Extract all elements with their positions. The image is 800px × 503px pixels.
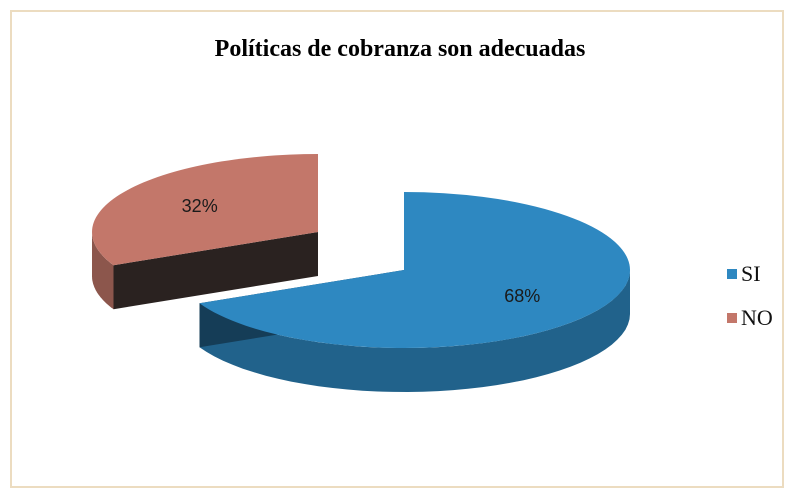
pie-slice-no: 32%: [92, 154, 319, 310]
legend-swatch-no: [727, 313, 737, 323]
legend-item-si: SI: [727, 252, 773, 296]
legend-label-no: NO: [741, 305, 773, 330]
legend-item-no: NO: [727, 296, 773, 340]
pie-layer: 32% 68%: [92, 154, 631, 392]
legend: SI NO: [727, 252, 773, 340]
slice-top-no: [92, 154, 319, 266]
data-label-si: 68%: [504, 286, 540, 306]
pie-slice-si: 68%: [199, 192, 631, 392]
chart-title: Políticas de cobranza son adecuadas: [214, 36, 586, 62]
slice-rim-no: [92, 232, 114, 310]
slice-face-no-0: [113, 232, 318, 310]
legend-swatch-si: [727, 269, 737, 279]
data-label-no: 32%: [182, 196, 218, 216]
legend-label-si: SI: [741, 261, 761, 286]
slice-top-si: [199, 192, 631, 349]
slice-rim-si: [199, 270, 630, 392]
